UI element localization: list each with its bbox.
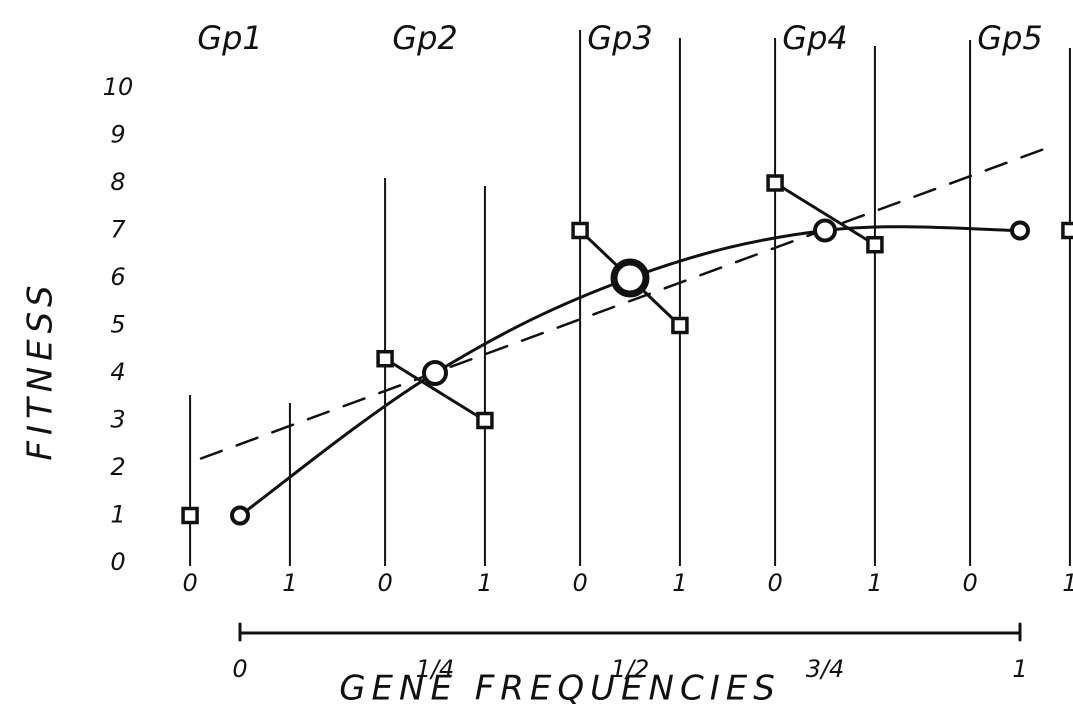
group-label: Gp1: [197, 19, 262, 57]
y-tick-label: 7: [110, 216, 126, 244]
genotype-square: [181, 506, 199, 525]
group-label: Gp3: [587, 19, 652, 57]
genotype-link: [383, 357, 487, 422]
genotype-square: [671, 316, 689, 335]
mean-circle: [422, 360, 448, 386]
y-tick-label: 9: [110, 121, 125, 149]
group-label: Gp5: [977, 19, 1042, 57]
y-tick-label: 6: [110, 263, 125, 291]
y-tick-label: 0: [110, 548, 125, 576]
y-tick-label: 5: [110, 311, 125, 339]
local-tick-label: 1: [477, 569, 492, 597]
local-tick-label: 1: [672, 569, 687, 597]
genotype-link: [773, 181, 877, 247]
y-tick-label: 4: [110, 358, 125, 386]
genotype-square: [571, 221, 589, 240]
y-tick-label: 10: [103, 73, 134, 101]
local-tick-label: 1: [282, 569, 297, 597]
x-tick-label: 1: [1012, 655, 1027, 683]
genotype-square: [766, 174, 784, 192]
mean-circle: [230, 505, 250, 526]
genotype-square: [376, 350, 394, 368]
dashed-trend: [199, 143, 1057, 460]
y-tick-label: 8: [110, 168, 125, 196]
y-tick-label: 2: [110, 453, 125, 481]
x-tick-label: 3/4: [806, 655, 845, 683]
x-tick-label: 1/4: [416, 655, 455, 683]
local-tick-label: 0: [572, 569, 587, 597]
genotype-square: [1061, 221, 1073, 240]
local-tick-label: 0: [377, 569, 392, 597]
group-label: Gp2: [392, 19, 457, 57]
genotype-square: [476, 411, 494, 430]
x-axis-title: GENE FREQUENCIES: [339, 669, 781, 708]
local-tick-label: 0: [182, 569, 197, 597]
x-tick-label: 0: [232, 655, 247, 683]
local-tick-label: 1: [867, 569, 882, 597]
local-tick-label: 0: [767, 569, 782, 597]
local-tick-label: 0: [962, 569, 977, 597]
y-tick-label: 1: [110, 501, 125, 529]
y-axis-title: FITNESS: [21, 279, 61, 460]
local-tick-label: 1: [1062, 569, 1073, 597]
y-tick-label: 3: [110, 406, 125, 434]
group-label: Gp4: [782, 19, 847, 57]
mean-circle: [610, 258, 650, 298]
mean-circle: [813, 218, 837, 243]
x-tick-label: 1/2: [611, 655, 650, 683]
genotype-square: [866, 236, 884, 254]
mean-circle: [1010, 220, 1030, 241]
